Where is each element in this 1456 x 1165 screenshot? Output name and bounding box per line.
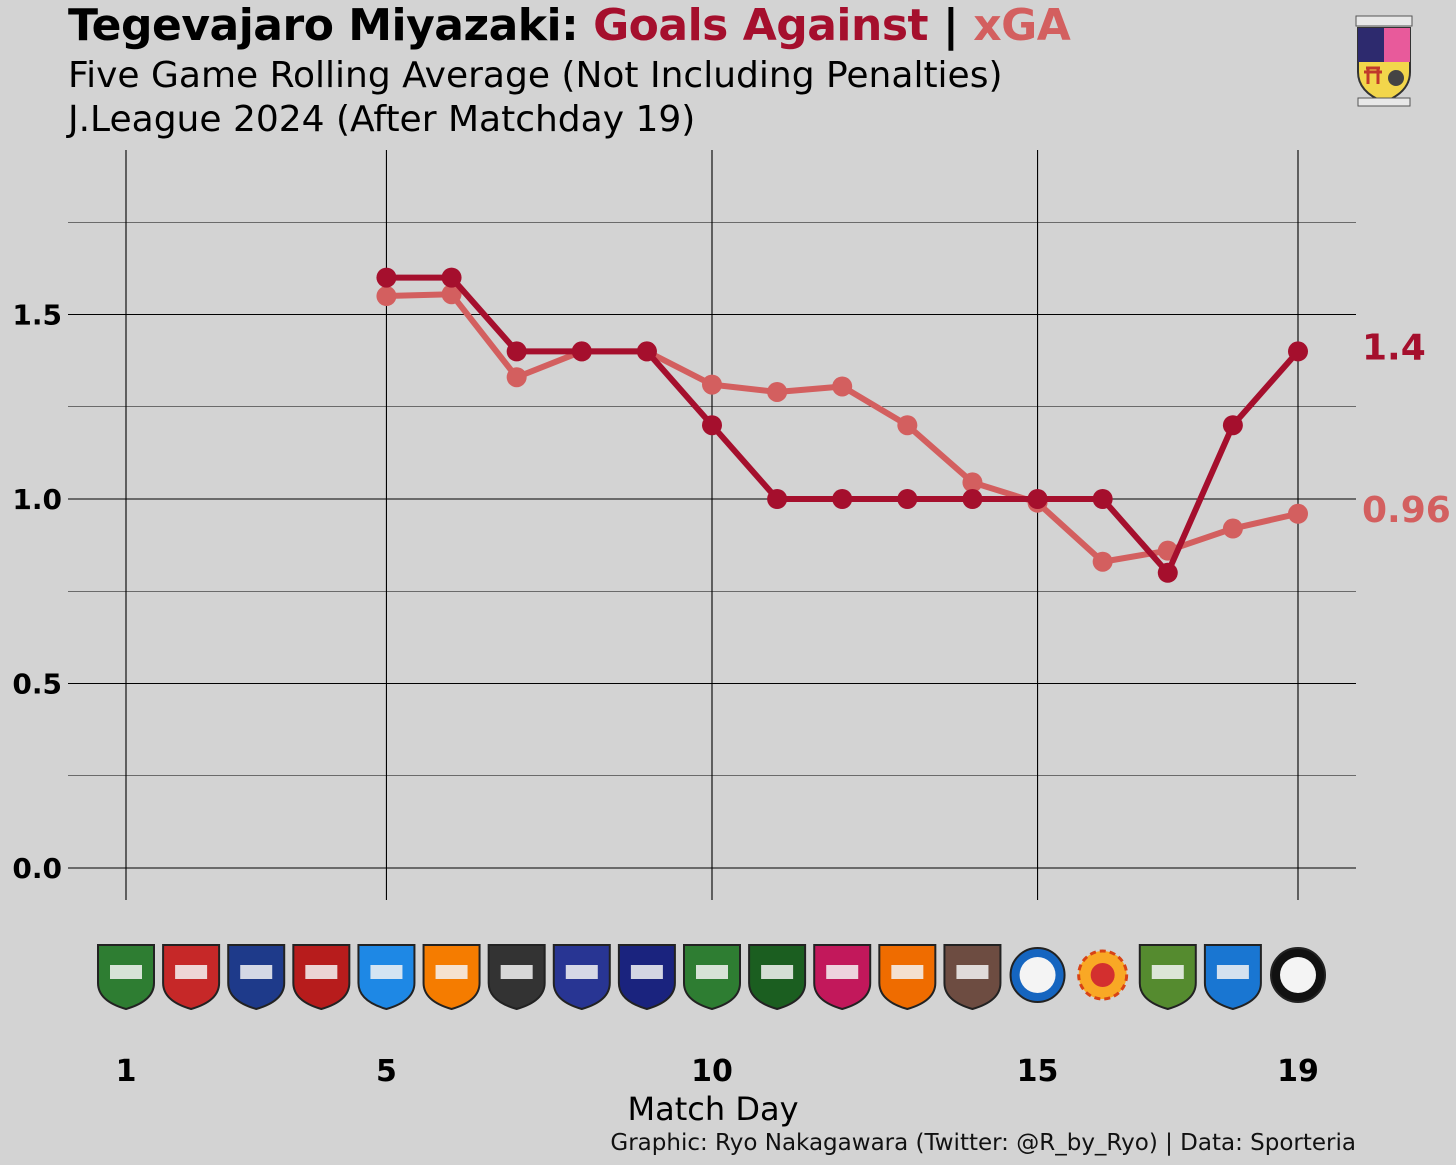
ga-point bbox=[636, 341, 657, 362]
xga-point bbox=[832, 376, 853, 397]
shield-parceiro-icon bbox=[878, 944, 937, 1011]
title-team: Tegevajaro Miyazaki: bbox=[68, 0, 579, 51]
series-lines bbox=[376, 267, 1308, 583]
xga-point bbox=[702, 374, 722, 395]
xga-point bbox=[767, 381, 788, 402]
x-tick-label: 10 bbox=[691, 1054, 733, 1089]
shield-waves-icon bbox=[617, 944, 676, 1011]
ga-point bbox=[1222, 415, 1243, 436]
xga-line bbox=[383, 291, 1301, 565]
ga-point bbox=[897, 489, 918, 509]
title-goals-against: Goals Against bbox=[593, 0, 929, 51]
x-tick-label: 15 bbox=[1017, 1054, 1059, 1089]
title-xga: xGA bbox=[973, 0, 1071, 51]
ga-point bbox=[506, 341, 527, 362]
circle-fc-osaka-icon bbox=[1270, 947, 1326, 1003]
ga-point bbox=[1027, 489, 1048, 509]
x-axis-label: Match Day bbox=[628, 1090, 799, 1128]
sun-orange-icon bbox=[1077, 949, 1129, 1001]
xga-point bbox=[376, 286, 397, 307]
crest-brown-icon bbox=[943, 944, 1002, 1011]
crane-grulla-icon bbox=[487, 944, 546, 1011]
x-tick-label: 1 bbox=[116, 1054, 137, 1089]
title-separator: | bbox=[942, 0, 959, 51]
ga-point bbox=[702, 415, 722, 436]
shield-omiya-ardija-icon bbox=[422, 944, 481, 1011]
xga-point bbox=[441, 284, 462, 305]
xga-point bbox=[897, 415, 918, 436]
xga-point bbox=[506, 367, 527, 388]
shield-fc-gifu-icon bbox=[683, 944, 741, 1011]
xga-point bbox=[1222, 518, 1243, 539]
y-tick-labels: 0.0 0.5 1.0 1.5 bbox=[12, 299, 62, 886]
ga-point bbox=[571, 341, 592, 362]
xga-point bbox=[962, 472, 983, 493]
ga-point bbox=[1092, 489, 1113, 509]
subtitle-line1: Five Game Rolling Average (Not Including… bbox=[68, 55, 1003, 96]
chart-title: Tegevajaro Miyazaki: Goals Against | xGA bbox=[68, 0, 1071, 52]
ga-point bbox=[441, 267, 462, 288]
grid-lines bbox=[68, 150, 1356, 900]
shield-green-icon bbox=[97, 944, 155, 1011]
shield-nara-club-icon bbox=[552, 944, 611, 1011]
credit-text: Graphic: Ryo Nakagawara (Twitter: @R_by_… bbox=[610, 1130, 1356, 1156]
shield-kamatamare-icon bbox=[1203, 944, 1262, 1011]
shield-vanraure-icon bbox=[1138, 944, 1197, 1011]
ga-point bbox=[1157, 562, 1178, 583]
circle-yscc-icon bbox=[1009, 947, 1066, 1003]
y-tick-label: 1.0 bbox=[12, 483, 62, 516]
x-tick-label: 19 bbox=[1277, 1054, 1319, 1089]
subtitle-line2: J.League 2024 (After Matchday 19) bbox=[68, 99, 696, 140]
crest-red-lion-icon bbox=[162, 944, 221, 1011]
y-tick-label: 0.5 bbox=[12, 668, 62, 701]
y-tick-label: 0.0 bbox=[12, 852, 62, 885]
ga-point bbox=[1288, 341, 1308, 362]
shield-red-blue-icon bbox=[813, 944, 872, 1011]
x-tick-label: 5 bbox=[376, 1054, 397, 1089]
xga-end-label: 0.96 bbox=[1362, 490, 1451, 531]
wings-blue-icon bbox=[227, 944, 286, 1011]
shield-azul-claro-icon bbox=[357, 944, 416, 1011]
end-labels: 1.4 0.96 bbox=[1362, 327, 1451, 530]
fleur-de-lis-red-icon bbox=[292, 944, 351, 1011]
ga-point bbox=[832, 489, 853, 509]
xga-point bbox=[1288, 503, 1308, 524]
ga-point bbox=[767, 489, 788, 509]
y-tick-label: 1.5 bbox=[12, 299, 62, 332]
ga-end-label: 1.4 bbox=[1362, 327, 1426, 368]
ga-point bbox=[962, 489, 983, 509]
ga-line bbox=[383, 274, 1301, 576]
xga-point bbox=[1092, 551, 1113, 572]
shield-scs-icon bbox=[748, 944, 807, 1011]
ga-point bbox=[376, 267, 397, 288]
x-tick-labels: 1 5 10 15 19 bbox=[116, 1054, 1319, 1089]
opponent-logos bbox=[97, 944, 1326, 1011]
team-crest-logo bbox=[1355, 15, 1413, 107]
